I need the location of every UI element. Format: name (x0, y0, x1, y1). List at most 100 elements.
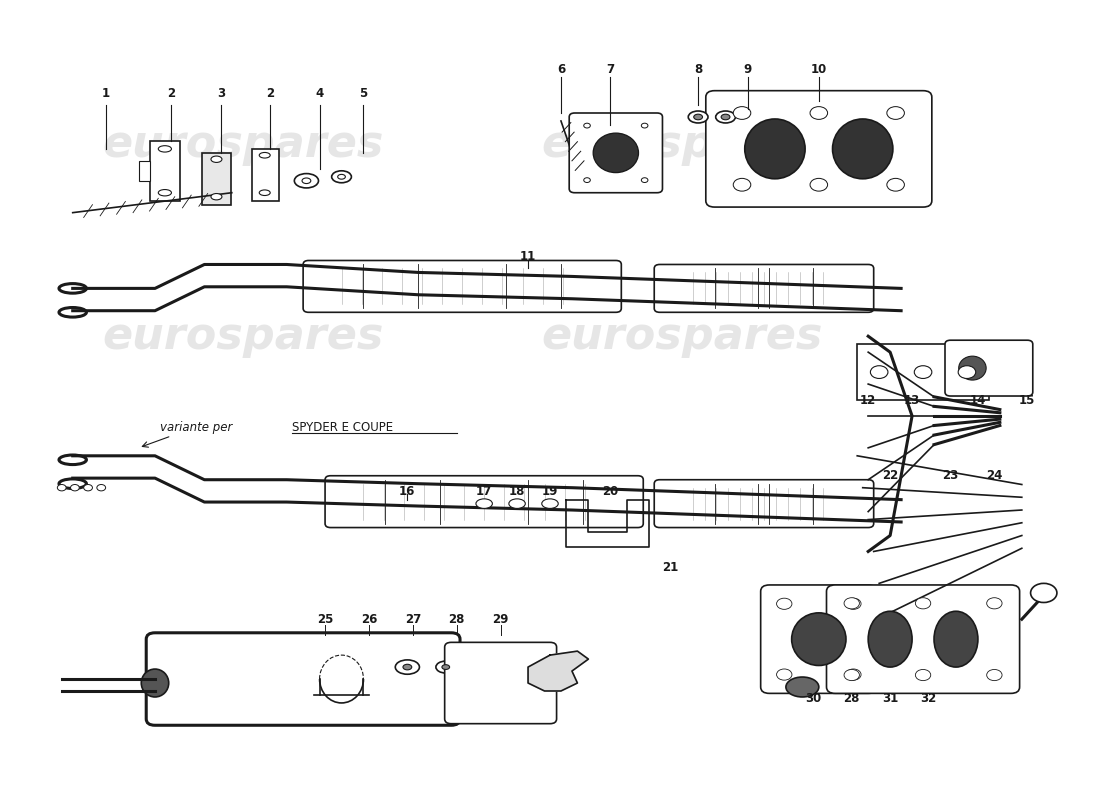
Text: 10: 10 (811, 62, 827, 76)
Text: 13: 13 (904, 394, 921, 406)
Text: 4: 4 (316, 86, 323, 99)
Circle shape (958, 366, 976, 378)
Text: eurospares: eurospares (541, 123, 823, 166)
Circle shape (641, 123, 648, 128)
FancyBboxPatch shape (826, 585, 1020, 694)
Text: 14: 14 (970, 394, 986, 406)
Ellipse shape (833, 119, 893, 178)
FancyBboxPatch shape (202, 153, 231, 205)
FancyBboxPatch shape (444, 642, 557, 724)
Ellipse shape (211, 156, 222, 162)
Text: 28: 28 (844, 693, 860, 706)
Circle shape (987, 598, 1002, 609)
Circle shape (846, 669, 861, 680)
FancyBboxPatch shape (139, 161, 150, 181)
Text: eurospares: eurospares (102, 123, 384, 166)
Ellipse shape (59, 479, 87, 489)
Ellipse shape (59, 307, 87, 317)
Text: 23: 23 (943, 470, 958, 482)
Ellipse shape (934, 611, 978, 667)
Circle shape (777, 669, 792, 680)
Ellipse shape (403, 664, 411, 670)
Text: 22: 22 (882, 470, 899, 482)
Circle shape (887, 106, 904, 119)
Circle shape (887, 178, 904, 191)
Text: 27: 27 (405, 613, 421, 626)
Text: 18: 18 (509, 485, 526, 498)
Ellipse shape (70, 485, 79, 491)
Text: 30: 30 (805, 693, 822, 706)
Ellipse shape (792, 613, 846, 666)
Ellipse shape (338, 174, 345, 179)
Circle shape (810, 106, 827, 119)
Ellipse shape (158, 146, 172, 152)
Ellipse shape (868, 611, 912, 667)
Ellipse shape (436, 661, 455, 673)
Text: 19: 19 (542, 485, 558, 498)
Ellipse shape (959, 356, 986, 380)
FancyBboxPatch shape (252, 149, 279, 201)
FancyBboxPatch shape (146, 633, 460, 726)
Ellipse shape (542, 499, 558, 509)
Text: 25: 25 (317, 613, 333, 626)
Ellipse shape (97, 485, 106, 491)
FancyBboxPatch shape (654, 480, 873, 527)
Text: 9: 9 (744, 62, 751, 76)
Circle shape (584, 178, 591, 182)
Text: 16: 16 (399, 485, 416, 498)
Text: 29: 29 (493, 613, 509, 626)
Circle shape (914, 366, 932, 378)
Ellipse shape (395, 660, 419, 674)
Ellipse shape (689, 111, 708, 123)
Circle shape (844, 670, 859, 681)
Ellipse shape (57, 485, 66, 491)
Ellipse shape (722, 114, 730, 120)
Text: 26: 26 (361, 613, 377, 626)
Ellipse shape (509, 499, 526, 509)
Circle shape (1031, 583, 1057, 602)
Ellipse shape (84, 485, 92, 491)
Text: 3: 3 (217, 86, 224, 99)
Circle shape (915, 598, 931, 609)
Text: 11: 11 (520, 250, 536, 263)
Text: 5: 5 (360, 86, 367, 99)
Ellipse shape (260, 153, 271, 158)
Text: 24: 24 (987, 470, 1002, 482)
FancyBboxPatch shape (150, 141, 180, 201)
Ellipse shape (785, 677, 818, 697)
Text: 8: 8 (694, 62, 702, 76)
FancyBboxPatch shape (945, 340, 1033, 396)
Text: eurospares: eurospares (102, 314, 384, 358)
Text: 21: 21 (662, 561, 679, 574)
Text: eurospares: eurospares (541, 314, 823, 358)
FancyBboxPatch shape (326, 476, 644, 527)
Ellipse shape (302, 178, 311, 183)
FancyBboxPatch shape (706, 90, 932, 207)
Ellipse shape (158, 190, 172, 196)
FancyBboxPatch shape (304, 261, 622, 312)
FancyBboxPatch shape (761, 585, 877, 694)
Polygon shape (528, 651, 588, 691)
Text: 31: 31 (882, 693, 899, 706)
Text: SPYDER E COUPE: SPYDER E COUPE (293, 422, 394, 434)
Circle shape (777, 598, 792, 610)
FancyBboxPatch shape (654, 265, 873, 312)
Text: 32: 32 (921, 693, 937, 706)
Circle shape (584, 123, 591, 128)
Ellipse shape (716, 111, 736, 123)
Text: 2: 2 (167, 86, 176, 99)
Ellipse shape (476, 499, 493, 509)
Text: 17: 17 (476, 485, 493, 498)
Ellipse shape (295, 174, 319, 188)
Text: 7: 7 (606, 62, 615, 76)
Circle shape (734, 178, 751, 191)
Text: 1: 1 (101, 86, 110, 99)
Ellipse shape (59, 455, 87, 465)
Ellipse shape (260, 190, 271, 195)
Text: variante per: variante per (161, 422, 236, 434)
Text: 20: 20 (602, 485, 618, 498)
Text: 28: 28 (449, 613, 465, 626)
Circle shape (987, 670, 1002, 681)
Ellipse shape (694, 114, 703, 120)
Ellipse shape (211, 194, 222, 200)
